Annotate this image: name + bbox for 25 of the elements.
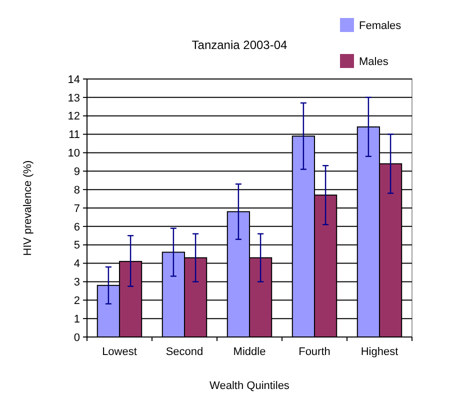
x-tick-label: Fourth bbox=[298, 346, 330, 358]
y-tick-label: 9 bbox=[74, 166, 80, 178]
x-tick-label: Middle bbox=[233, 346, 266, 358]
y-tick-label: 11 bbox=[68, 129, 80, 142]
y-tick-label: 3 bbox=[74, 276, 80, 289]
y-tick-label: 2 bbox=[74, 294, 80, 307]
y-tick-label: 0 bbox=[74, 332, 80, 344]
y-tick-label: 1 bbox=[74, 313, 80, 326]
x-tick-label: Lowest bbox=[102, 346, 137, 358]
legend-label: Males bbox=[359, 56, 389, 68]
x-tick-label: Highest bbox=[360, 346, 398, 358]
legend-label: Females bbox=[359, 20, 402, 32]
y-tick-label: 10 bbox=[68, 148, 80, 160]
y-tick-label: 13 bbox=[68, 92, 80, 104]
x-tick-label: Second bbox=[166, 346, 204, 358]
y-tick-label: 14 bbox=[68, 74, 80, 86]
chart-title: Tanzania 2003-04 bbox=[192, 38, 288, 52]
y-tick-label: 12 bbox=[68, 110, 80, 123]
y-tick-label: 4 bbox=[74, 258, 80, 270]
x-axis-title: Wealth Quintiles bbox=[210, 380, 290, 392]
y-tick-label: 6 bbox=[74, 221, 80, 234]
y-tick-label: 7 bbox=[74, 202, 80, 215]
y-tick-label: 5 bbox=[74, 240, 80, 252]
y-tick-label: 8 bbox=[74, 184, 80, 196]
y-axis-title: HIV prevalence (%) bbox=[22, 160, 34, 256]
